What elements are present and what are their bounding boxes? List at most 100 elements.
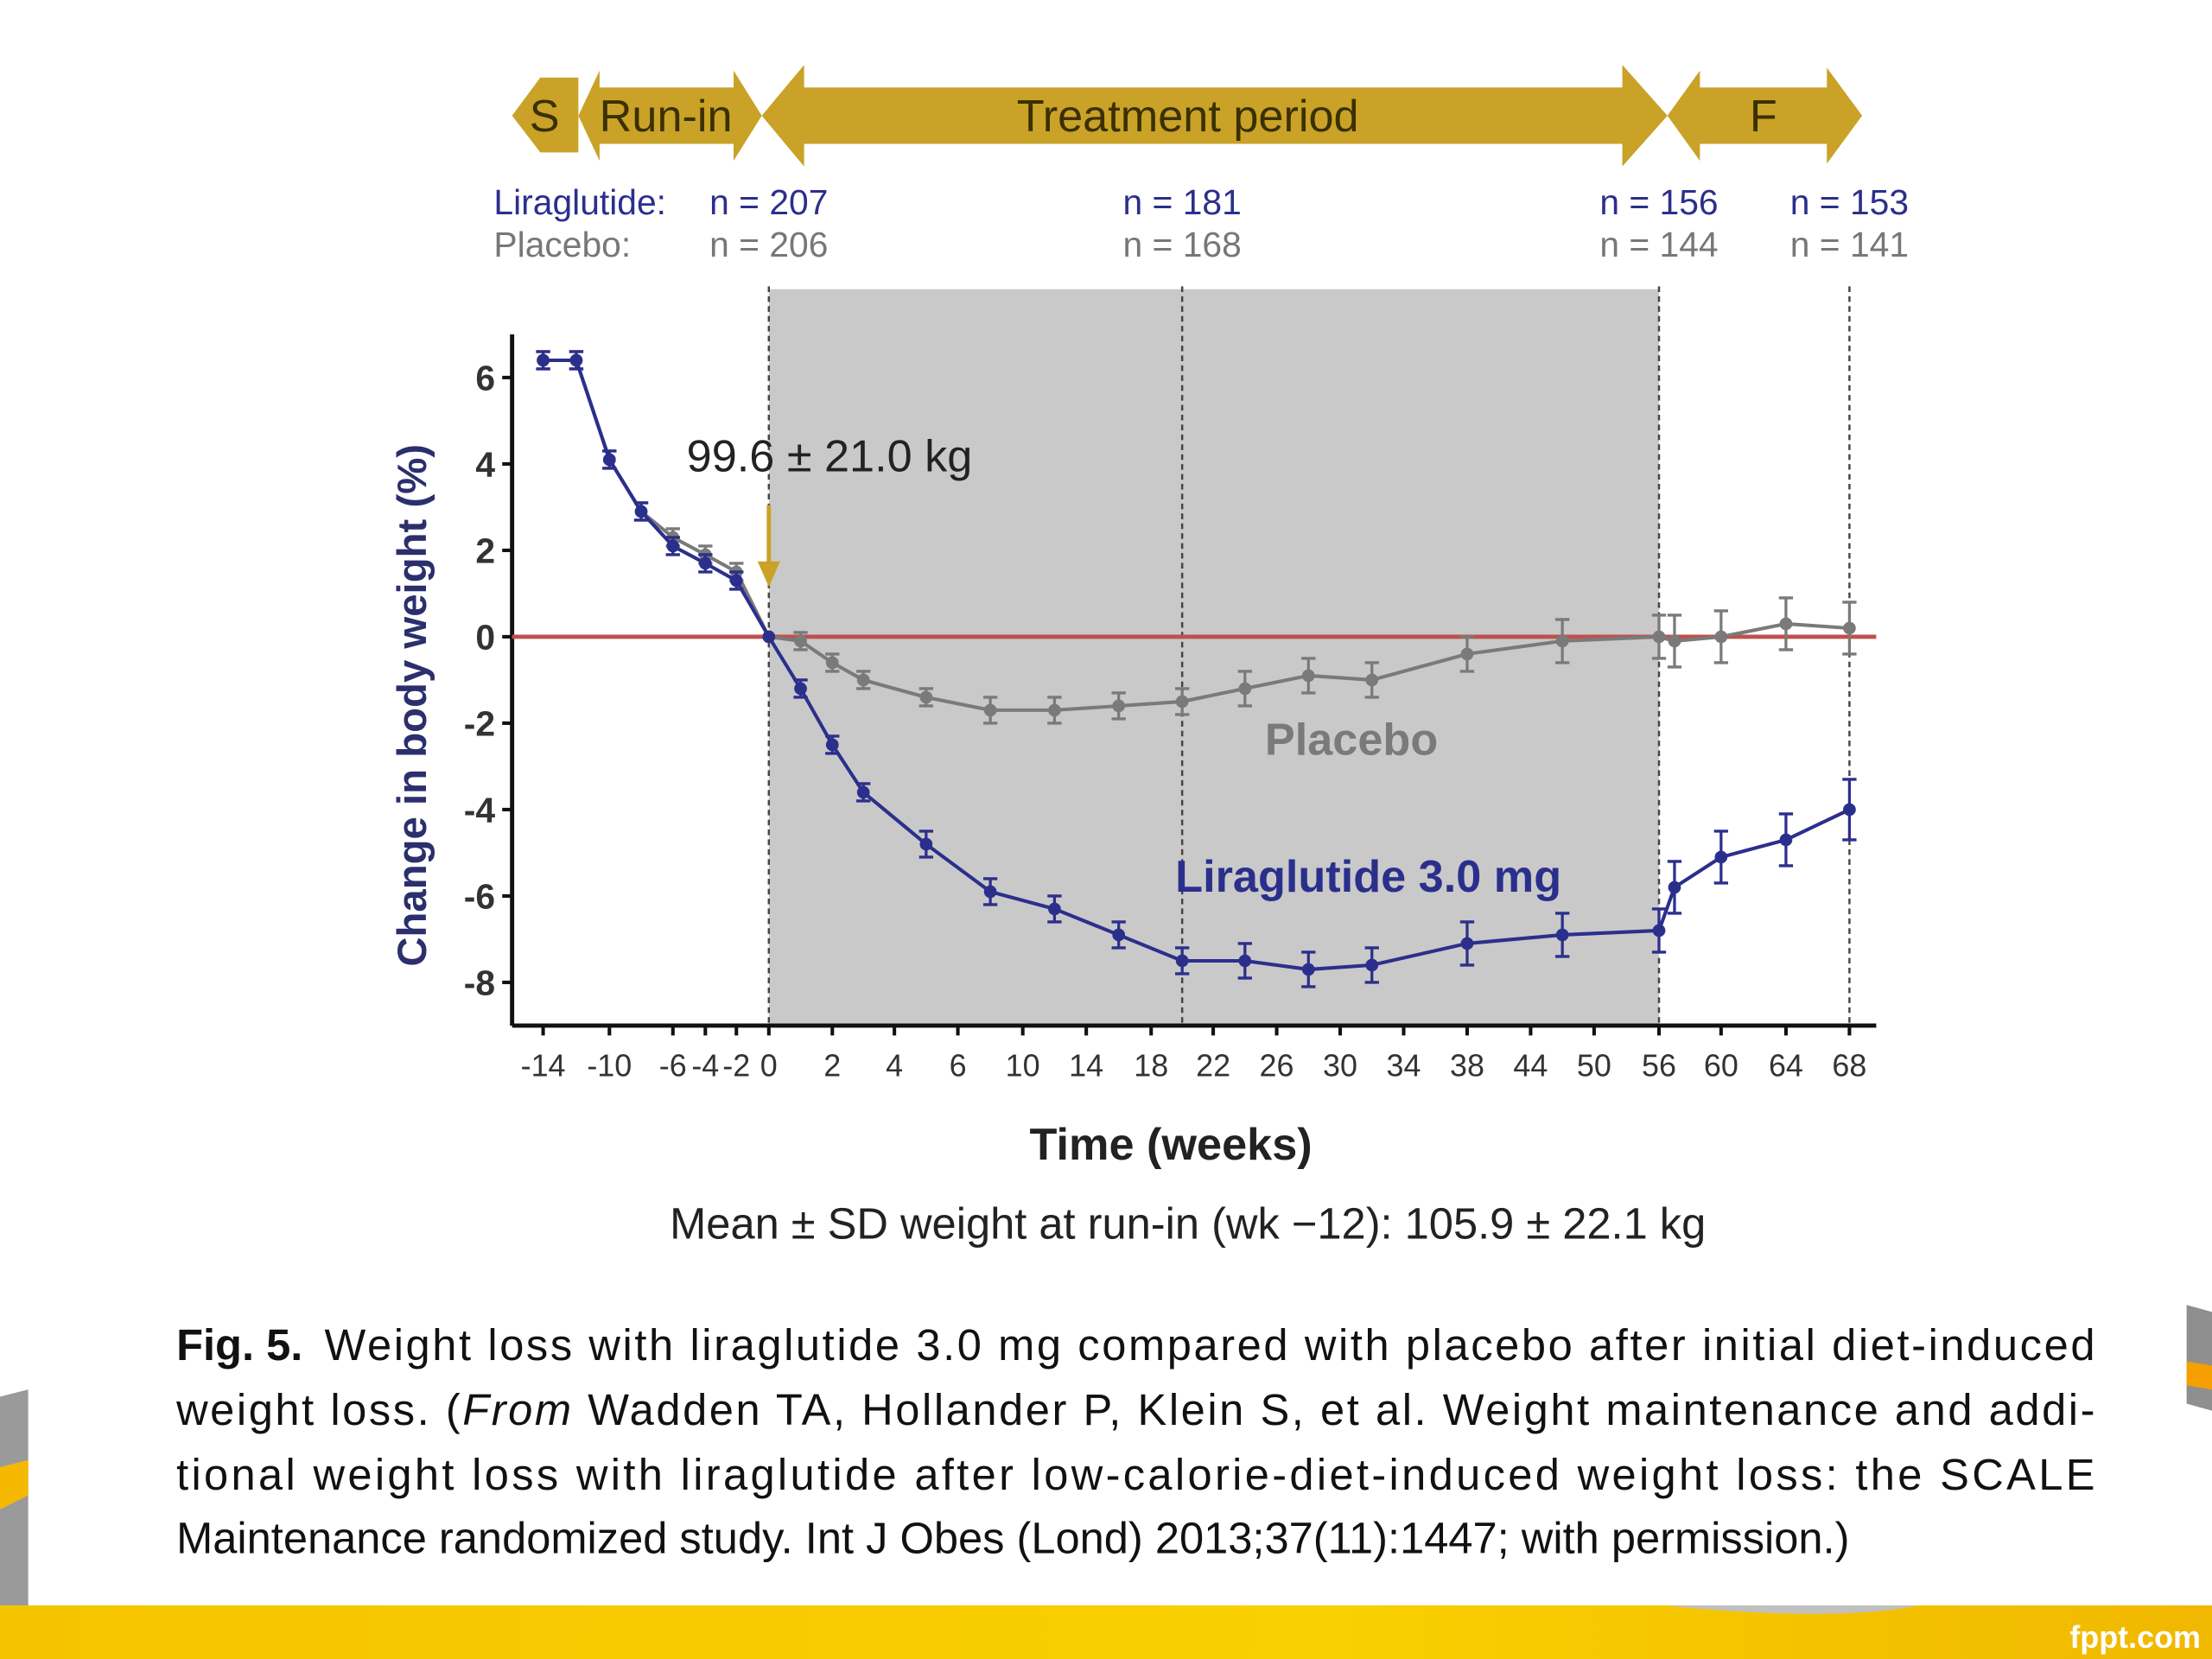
watermark: fppt.com: [2069, 1619, 2201, 1655]
data-point: [537, 353, 550, 367]
phase-label: F: [1750, 92, 1777, 142]
phase-arrow: [1667, 67, 1863, 164]
series-label: Liraglutide 3.0 mg: [1175, 852, 1561, 902]
data-point: [1238, 954, 1252, 968]
data-point: [1714, 630, 1728, 644]
data-point: [1301, 669, 1315, 683]
data-point: [825, 738, 839, 752]
y-tick-label: -8: [464, 963, 495, 1003]
subtitle: Mean ± SD weight at run-in (wk −12): 105…: [670, 1198, 1706, 1248]
x-tick-label: 4: [886, 1048, 903, 1084]
caption-text: weight loss. (: [175, 1385, 461, 1434]
x-tick-label: 22: [1196, 1048, 1230, 1084]
annotation: 99.6 ± 21.0 kg: [687, 431, 973, 481]
data-point: [634, 505, 648, 518]
data-point: [1365, 673, 1379, 687]
series-label: Placebo: [1265, 715, 1438, 765]
y-tick-label: 2: [475, 531, 495, 571]
data-point: [569, 353, 583, 367]
decoration: [1664, 1605, 1919, 1614]
data-point: [1048, 902, 1061, 916]
data-point: [1238, 682, 1252, 696]
x-tick-label: 2: [823, 1048, 841, 1084]
y-tick-label: -4: [464, 791, 496, 830]
data-point: [1175, 954, 1189, 968]
x-tick-label: 64: [1769, 1048, 1803, 1084]
data-point: [1668, 634, 1681, 648]
x-tick-label: 56: [1642, 1048, 1676, 1084]
x-tick-label: 18: [1134, 1048, 1168, 1084]
n-label: n = 181: [1123, 182, 1242, 222]
x-tick-label: -4: [691, 1048, 719, 1084]
n-label: n = 206: [709, 225, 828, 264]
footer-band: [0, 1605, 2212, 1659]
phase-arrow: [761, 65, 1668, 167]
caption-line: Maintenance randomized study. Int J Obes…: [176, 1514, 1849, 1563]
x-tick-label: 30: [1323, 1048, 1357, 1084]
caption-text: Wadden TA, Hollander P, Klein S, et al. …: [574, 1385, 2095, 1434]
caption-line: Weight loss with liraglutide 3.0 mg comp…: [325, 1320, 2095, 1370]
data-point: [825, 656, 839, 670]
data-point: [1668, 880, 1681, 894]
data-point: [1652, 630, 1666, 644]
data-point: [1112, 928, 1126, 942]
phase-label: Run-in: [600, 92, 733, 142]
n-group-label: Liraglutide:: [493, 182, 666, 222]
n-label: n = 168: [1123, 225, 1242, 264]
y-tick-label: 4: [475, 445, 495, 485]
data-point: [983, 885, 997, 899]
data-point: [919, 837, 933, 851]
phase-label: Treatment period: [1017, 92, 1359, 142]
data-point: [1843, 803, 1856, 817]
caption-label: Fig. 5.: [176, 1320, 302, 1370]
n-group-label: Placebo:: [493, 225, 631, 264]
x-tick-label: -6: [659, 1048, 687, 1084]
caption: Fig. 5. Weight loss with liraglutide 3.0…: [175, 1320, 2094, 1563]
x-tick-label: 68: [1832, 1048, 1866, 1084]
data-point: [794, 682, 807, 696]
data-point: [856, 673, 870, 687]
x-tick-label: 44: [1513, 1048, 1548, 1084]
phase-label: S: [530, 92, 560, 142]
data-point: [1048, 703, 1061, 717]
y-tick-label: -6: [464, 877, 495, 917]
x-tick-label: 0: [760, 1048, 778, 1084]
x-axis-label: Time (weeks): [1030, 1120, 1313, 1170]
caption-line: weight loss. (From Wadden TA, Hollander …: [175, 1385, 2094, 1434]
y-axis-label: Change in body weight (%): [390, 444, 435, 967]
data-point: [1555, 928, 1569, 942]
data-point: [762, 630, 776, 644]
data-point: [666, 539, 680, 553]
x-tick-label: 10: [1006, 1048, 1040, 1084]
data-point: [856, 785, 870, 799]
x-tick-label: -14: [521, 1048, 566, 1084]
data-point: [1365, 958, 1379, 972]
n-label: n = 156: [1599, 182, 1718, 222]
n-label: n = 207: [709, 182, 828, 222]
x-tick-label: -2: [722, 1048, 750, 1084]
phase-arrows: [512, 65, 1863, 167]
data-point: [1555, 634, 1569, 648]
caption-text: From: [462, 1385, 571, 1434]
data-point: [1112, 699, 1126, 713]
phase-arrow: [512, 77, 579, 153]
y-tick-label: 6: [475, 359, 495, 398]
data-point: [1843, 621, 1856, 635]
decoration: [2186, 1305, 2212, 1411]
data-point: [1714, 850, 1728, 864]
data-point: [1460, 937, 1474, 950]
data-point: [983, 703, 997, 717]
data-point: [602, 453, 616, 467]
n-label: n = 153: [1790, 182, 1909, 222]
x-tick-label: 34: [1387, 1048, 1421, 1084]
data-point: [1779, 617, 1793, 631]
x-tick-label: 6: [950, 1048, 967, 1084]
n-label: n = 144: [1599, 225, 1718, 264]
annotation-arrowhead: [757, 561, 780, 588]
x-tick-label: 60: [1704, 1048, 1738, 1084]
decoration: [2186, 1361, 2212, 1390]
caption-line: tional weight loss with liraglutide afte…: [176, 1450, 2094, 1499]
decoration: [0, 1459, 29, 1510]
